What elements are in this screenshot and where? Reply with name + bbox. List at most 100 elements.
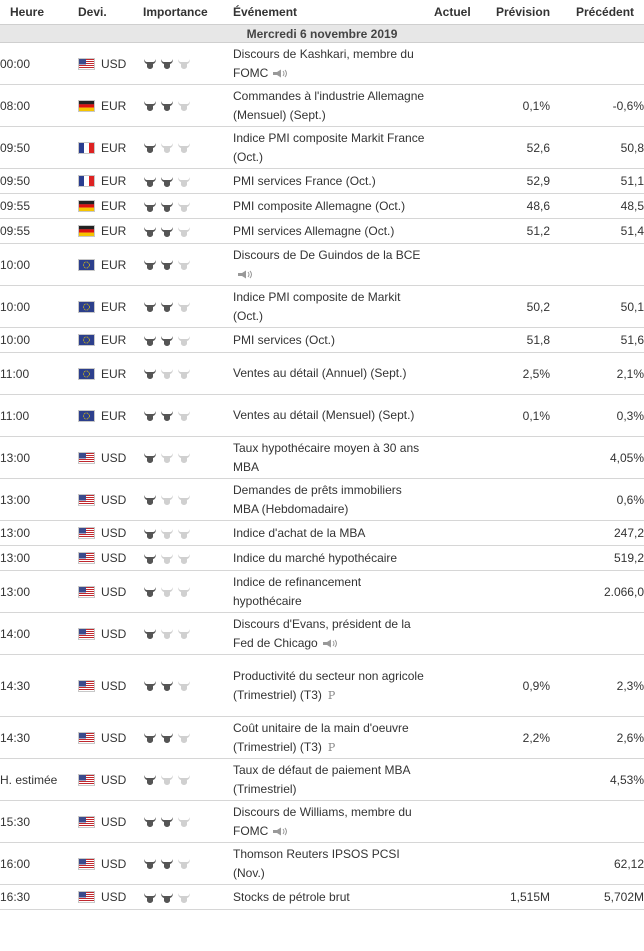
event-cell[interactable]: Coût unitaire de la main d'oeuvre (Trime…: [227, 716, 428, 759]
event-row[interactable]: 08:00 EUR Commandes à l'industrie Allemagn…: [0, 84, 644, 127]
event-name[interactable]: Demandes de prêts immobiliers MBA (Hebdo…: [233, 482, 402, 516]
event-cell[interactable]: Indice de refinancement hypothécaire: [227, 570, 428, 613]
event-cell[interactable]: Ventes au détail (Annuel) (Sept.): [227, 352, 428, 395]
event-row[interactable]: H. estimée USD Taux de défaut de paiement …: [0, 758, 644, 801]
event-currency: EUR: [101, 366, 127, 381]
event-cell[interactable]: PMI services France (Oct.): [227, 168, 428, 194]
bull-icon: [161, 302, 173, 313]
event-name[interactable]: Indice PMI composite de Markit (Oct.): [233, 289, 401, 323]
event-cell[interactable]: PMI composite Allemagne (Oct.): [227, 193, 428, 219]
event-previous: 51,6: [558, 327, 644, 353]
event-cell[interactable]: Productivité du secteur non agricole (Tr…: [227, 654, 428, 717]
col-currency-header[interactable]: Devi.: [68, 0, 134, 25]
event-row[interactable]: 09:55 EUR PMI services Allemagne (Oct.) 51,…: [0, 218, 644, 244]
event-name[interactable]: Coût unitaire de la main d'oeuvre (Trime…: [233, 720, 409, 754]
col-actual-header[interactable]: Actuel: [428, 0, 480, 25]
bull-icon: [178, 143, 190, 154]
event-row[interactable]: 14:30 USD Productivité du secteur non agri…: [0, 654, 644, 717]
event-previous: 519,2: [558, 545, 644, 571]
event-time: 16:00: [0, 842, 68, 885]
event-row[interactable]: 10:00 EUR PMI services (Oct.) 51,8 51,6: [0, 327, 644, 353]
event-currency-cell: USD: [68, 654, 134, 717]
event-previous: 2.066,0: [558, 570, 644, 613]
event-cell[interactable]: Indice PMI composite de Markit (Oct.): [227, 285, 428, 328]
event-row[interactable]: 13:00 USD Taux hypothécaire moyen à 30 ans…: [0, 436, 644, 479]
event-cell[interactable]: Discours de Williams, membre du FOMC: [227, 800, 428, 843]
event-name[interactable]: Discours d'Evans, président de la Fed de…: [233, 616, 411, 650]
event-cell[interactable]: Discours de Kashkari, membre du FOMC: [227, 42, 428, 85]
event-cell[interactable]: Ventes au détail (Mensuel) (Sept.): [227, 394, 428, 437]
event-name[interactable]: Indice de refinancement hypothécaire: [233, 574, 362, 608]
event-name[interactable]: PMI services (Oct.): [233, 332, 336, 347]
event-name[interactable]: Indice PMI composite Markit France (Oct.…: [233, 130, 425, 164]
event-row[interactable]: 13:00 USD Indice de refinancement hypothéc…: [0, 570, 644, 613]
event-name[interactable]: Ventes au détail (Mensuel) (Sept.): [233, 408, 415, 422]
importance-rating: [134, 193, 227, 219]
event-row[interactable]: 15:30 USD Discours de Williams, membre du …: [0, 800, 644, 843]
event-currency: USD: [101, 526, 127, 540]
event-cell[interactable]: PMI services (Oct.): [227, 327, 428, 353]
event-name[interactable]: PMI services France (Oct.): [233, 173, 376, 188]
event-row[interactable]: 09:50 EUR Indice PMI composite Markit Fran…: [0, 126, 644, 169]
event-cell[interactable]: Taux hypothécaire moyen à 30 ans MBA: [227, 436, 428, 479]
event-name[interactable]: Productivité du secteur non agricole (Tr…: [233, 668, 424, 702]
event-cell[interactable]: Taux de défaut de paiement MBA (Trimestr…: [227, 758, 428, 801]
event-name[interactable]: Discours de De Guindos de la BCE: [233, 247, 421, 262]
event-forecast: 48,6: [480, 193, 558, 219]
event-name[interactable]: PMI composite Allemagne (Oct.): [233, 198, 406, 213]
event-actual: [428, 84, 480, 127]
bull-icon: [144, 226, 156, 237]
col-importance-header[interactable]: Importance: [134, 0, 227, 25]
event-name[interactable]: Discours de Kashkari, membre du FOMC: [233, 46, 414, 80]
event-forecast: 51,8: [480, 327, 558, 353]
event-name[interactable]: Taux de défaut de paiement MBA (Trimestr…: [233, 762, 410, 796]
event-name[interactable]: Taux hypothécaire moyen à 30 ans MBA: [233, 440, 420, 474]
event-actual: [428, 394, 480, 437]
event-forecast: 0,1%: [480, 84, 558, 127]
event-name[interactable]: Indice du marché hypothécaire: [233, 550, 398, 565]
event-row[interactable]: 14:30 USD Coût unitaire de la main d'oeuvr…: [0, 716, 644, 759]
event-row[interactable]: 13:00 USD Demandes de prêts immobiliers MB…: [0, 478, 644, 521]
event-row[interactable]: 09:55 EUR PMI composite Allemagne (Oct.) 48…: [0, 193, 644, 219]
col-forecast-header[interactable]: Prévision: [480, 0, 558, 25]
bull-icon: [144, 59, 156, 70]
event-previous: 2,1%: [558, 352, 644, 395]
event-row[interactable]: 16:30 USD Stocks de pétrole brut 1,515M 5,70…: [0, 884, 644, 910]
event-currency-cell: USD: [68, 570, 134, 613]
event-row[interactable]: 14:00 USD Discours d'Evans, président de l…: [0, 612, 644, 655]
event-cell[interactable]: PMI services Allemagne (Oct.): [227, 218, 428, 244]
event-name[interactable]: Discours de Williams, membre du FOMC: [233, 804, 412, 838]
col-previous-header[interactable]: Précédent: [558, 0, 644, 25]
event-row[interactable]: 10:00 EUR Indice PMI composite de Markit (…: [0, 285, 644, 328]
event-name[interactable]: Stocks de pétrole brut: [233, 889, 350, 904]
event-name[interactable]: Commandes à l'industrie Allemagne (Mensu…: [233, 88, 425, 122]
event-name[interactable]: Thomson Reuters IPSOS PCSI (Nov.): [233, 846, 400, 880]
col-time-header[interactable]: Heure: [0, 0, 68, 25]
col-event-header[interactable]: Événement: [227, 0, 428, 25]
event-name[interactable]: Ventes au détail (Annuel) (Sept.): [233, 366, 407, 380]
event-cell[interactable]: Discours d'Evans, président de la Fed de…: [227, 612, 428, 655]
event-cell[interactable]: Indice d'achat de la MBA: [227, 520, 428, 546]
event-cell[interactable]: Thomson Reuters IPSOS PCSI (Nov.): [227, 842, 428, 885]
event-row[interactable]: 16:00 USD Thomson Reuters IPSOS PCSI (Nov.…: [0, 842, 644, 885]
event-row[interactable]: 10:00 EUR Discours de De Guindos de la BCE: [0, 243, 644, 286]
event-row[interactable]: 13:00 USD Indice du marché hypothécaire 519…: [0, 545, 644, 571]
event-name[interactable]: PMI services Allemagne (Oct.): [233, 223, 395, 238]
event-row[interactable]: 11:00 EUR Ventes au détail (Annuel) (Sept.…: [0, 352, 644, 395]
bull-icon: [178, 260, 190, 271]
event-row[interactable]: 13:00 USD Indice d'achat de la MBA 247,2: [0, 520, 644, 546]
event-cell[interactable]: Stocks de pétrole brut: [227, 884, 428, 910]
event-cell[interactable]: Demandes de prêts immobiliers MBA (Hebdo…: [227, 478, 428, 521]
event-actual: [428, 168, 480, 194]
event-cell[interactable]: Discours de De Guindos de la BCE: [227, 243, 428, 286]
event-cell[interactable]: Indice PMI composite Markit France (Oct.…: [227, 126, 428, 169]
event-name[interactable]: Indice d'achat de la MBA: [233, 525, 366, 540]
event-currency: EUR: [101, 224, 127, 238]
event-row[interactable]: 00:00 USD Discours de Kashkari, membre du …: [0, 42, 644, 85]
event-row[interactable]: 09:50 EUR PMI services France (Oct.) 52,9 51…: [0, 168, 644, 194]
bull-icon: [161, 629, 173, 640]
event-cell[interactable]: Indice du marché hypothécaire: [227, 545, 428, 571]
event-cell[interactable]: Commandes à l'industrie Allemagne (Mensu…: [227, 84, 428, 127]
event-actual: [428, 716, 480, 759]
event-row[interactable]: 11:00 EUR Ventes au détail (Mensuel) (Sept…: [0, 394, 644, 437]
